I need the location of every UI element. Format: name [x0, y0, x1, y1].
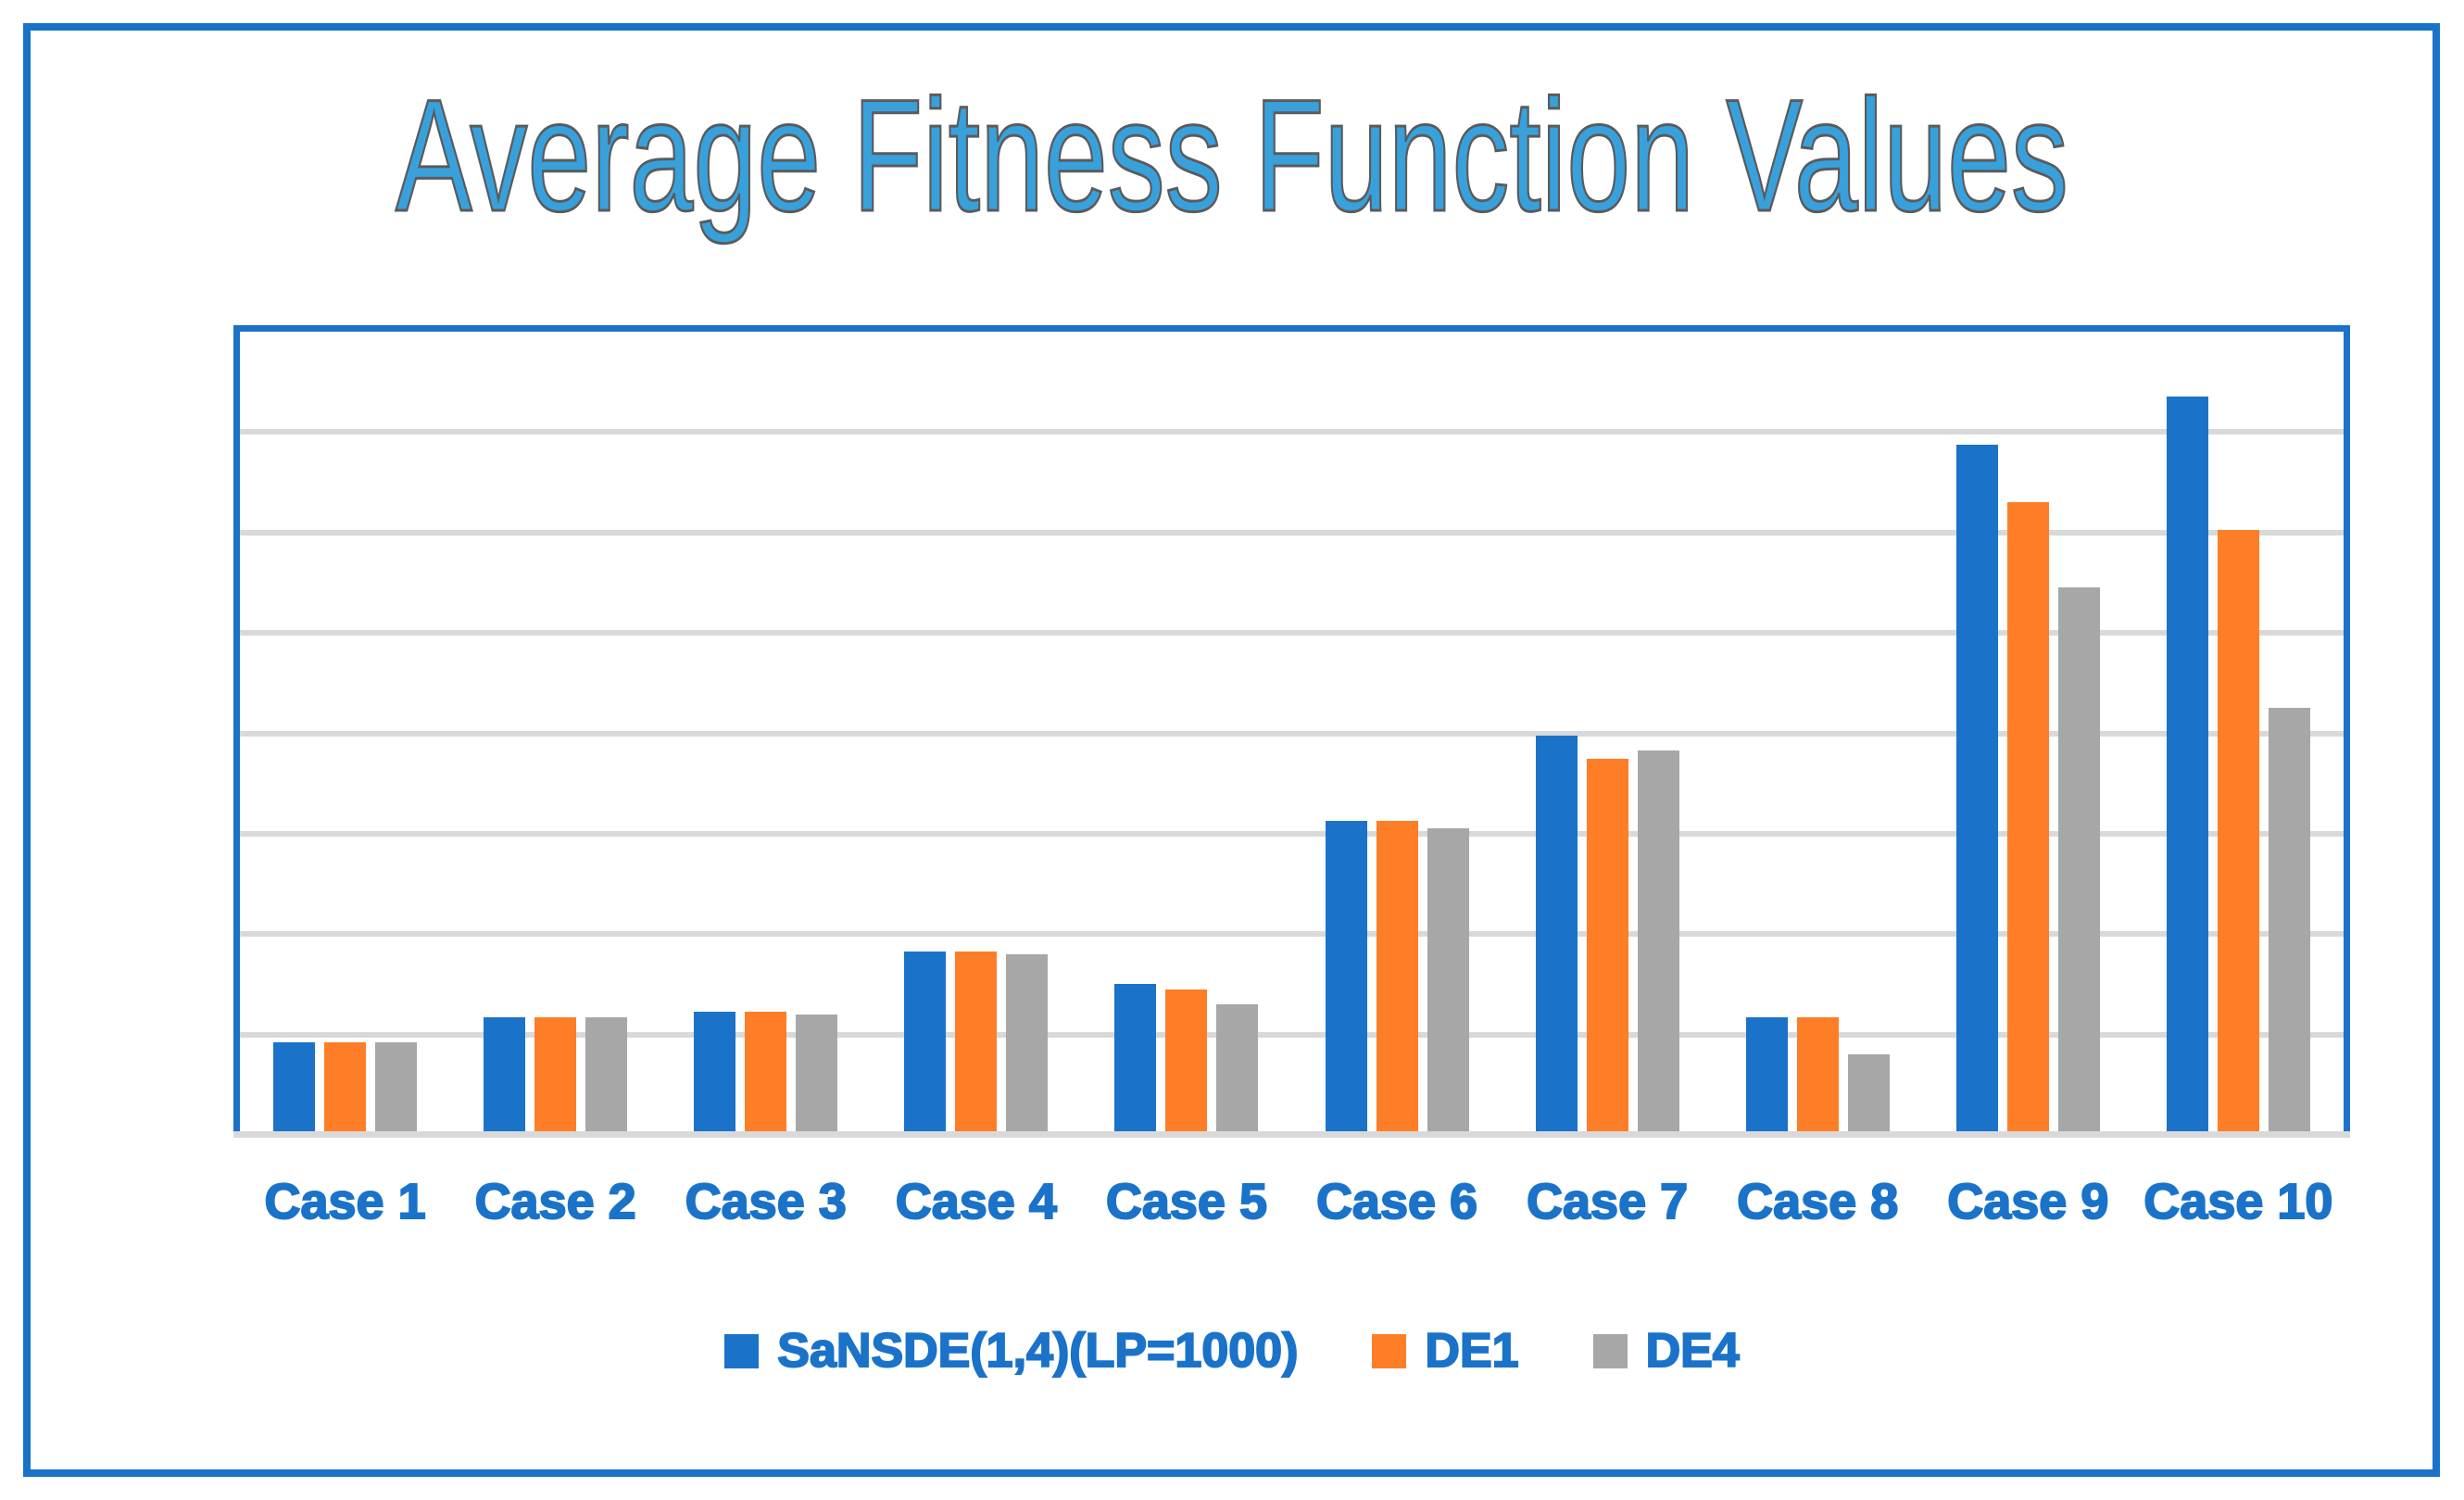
- bar-case-4-de4: [1006, 953, 1049, 1135]
- bar-case-7-de1: [1586, 758, 1628, 1135]
- bar-case-9-de4: [2057, 587, 2100, 1135]
- gridline-60: [240, 830, 2344, 837]
- legend-swatch-icon: [1372, 1333, 1407, 1368]
- bar-case-3-sansde14lp1000: [694, 1012, 736, 1135]
- bar-case-9-de1: [2006, 502, 2049, 1135]
- x-axis-category-labels: Case 1 Case 2 Case 3 Case 4 Case 5 Case 6 Case…: [240, 1173, 2344, 1230]
- legend: SaNSDE(1,4)(LP=1000) DE1 DE4: [0, 1324, 2464, 1378]
- bar-case-9-sansde14lp1000: [1955, 444, 1998, 1135]
- legend-swatch-icon: [724, 1333, 760, 1368]
- bar-case-1-de1: [324, 1041, 367, 1135]
- x-label-case-8: Case 8: [1736, 1173, 1899, 1230]
- bar-case-4-de1: [955, 952, 998, 1135]
- bar-case-2-de4: [585, 1016, 628, 1135]
- legend-item-de4: DE4: [1592, 1324, 1741, 1378]
- gridline-140: [240, 429, 2344, 435]
- bar-case-8-de1: [1796, 1016, 1839, 1135]
- x-label-case-9: Case 9: [1946, 1173, 2109, 1230]
- bar-groups: [240, 332, 2344, 1135]
- bar-case-3-de1: [745, 1012, 787, 1135]
- bar-group-case-4: [871, 332, 1081, 1135]
- bar-group-case-9: [1923, 332, 2133, 1135]
- bar-case-4-sansde14lp1000: [904, 952, 947, 1135]
- bar-case-2-de1: [534, 1016, 577, 1135]
- bar-group-case-6: [1291, 332, 1502, 1135]
- bar-case-3-de4: [796, 1014, 838, 1135]
- bar-group-case-7: [1502, 332, 1713, 1135]
- bar-group-case-5: [1081, 332, 1291, 1135]
- x-label-case-3: Case 3: [685, 1173, 848, 1230]
- bar-case-1-de4: [375, 1041, 418, 1135]
- gridline-40: [240, 931, 2344, 938]
- bar-case-6-sansde14lp1000: [1325, 821, 1367, 1135]
- gridline-20: [240, 1031, 2344, 1038]
- legend-item-sansde14lp1000: SaNSDE(1,4)(LP=1000): [724, 1324, 1299, 1378]
- bar-group-case-10: [2133, 332, 2344, 1135]
- x-label-case-5: Case 5: [1105, 1173, 1268, 1230]
- bar-case-5-sansde14lp1000: [1114, 984, 1157, 1135]
- bar-case-8-sansde14lp1000: [1745, 1016, 1788, 1135]
- bar-group-case-1: [240, 332, 450, 1135]
- gridline-120: [240, 529, 2344, 536]
- bar-case-1-sansde14lp1000: [273, 1041, 316, 1135]
- x-axis-line: [233, 1131, 2350, 1138]
- bar-case-7-de4: [1637, 750, 1679, 1135]
- legend-item-de1: DE1: [1372, 1324, 1520, 1378]
- bar-case-6-de1: [1376, 821, 1418, 1135]
- legend-swatch-icon: [1592, 1333, 1628, 1368]
- bar-case-5-de4: [1216, 1004, 1259, 1135]
- legend-label: SaNSDE(1,4)(LP=1000): [776, 1324, 1299, 1378]
- bar-group-case-2: [450, 332, 660, 1135]
- legend-label: DE4: [1645, 1324, 1741, 1378]
- bar-group-case-8: [1713, 332, 1923, 1135]
- bar-group-case-3: [660, 332, 871, 1135]
- x-label-case-2: Case 2: [474, 1173, 637, 1230]
- bar-case-10-de1: [2217, 530, 2259, 1135]
- x-label-case-4: Case 4: [895, 1173, 1058, 1230]
- x-label-case-1: Case 1: [263, 1173, 426, 1230]
- bar-case-10-de4: [2268, 708, 2310, 1135]
- bar-case-7-sansde14lp1000: [1535, 736, 1578, 1135]
- bar-case-8-de4: [1847, 1054, 1890, 1135]
- gridline-80: [240, 730, 2344, 737]
- x-label-case-7: Case 7: [1526, 1173, 1689, 1230]
- bar-case-2-sansde14lp1000: [484, 1016, 526, 1135]
- x-label-case-6: Case 6: [1315, 1173, 1478, 1230]
- bar-case-10-sansde14lp1000: [2166, 397, 2208, 1135]
- legend-label: DE1: [1424, 1324, 1519, 1378]
- bar-case-6-de4: [1427, 828, 1469, 1135]
- gridline-100: [240, 630, 2344, 637]
- plot-area: [233, 325, 2350, 1138]
- bar-case-5-de1: [1165, 989, 1208, 1135]
- x-label-case-10: Case 10: [2143, 1173, 2333, 1230]
- chart-title: Average Fitness Function Values: [395, 66, 2069, 246]
